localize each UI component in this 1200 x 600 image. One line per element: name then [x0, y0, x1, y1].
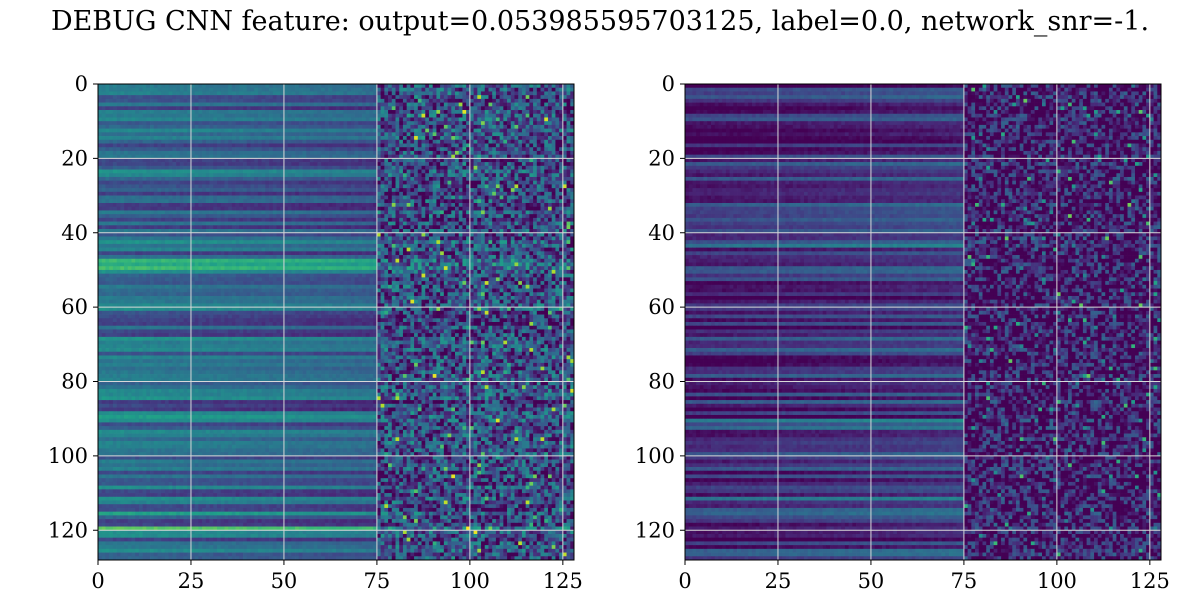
- y-tick-label: 20: [61, 146, 88, 170]
- x-tick-label: 25: [765, 569, 792, 593]
- heatmap-cells: [685, 84, 1161, 560]
- x-tick-label: 25: [178, 569, 205, 593]
- y-tick-label: 60: [648, 295, 675, 319]
- y-tick-label: 80: [61, 370, 88, 394]
- y-tick-label: 40: [61, 221, 88, 245]
- x-tick-label: 125: [543, 569, 583, 593]
- x-tick-label: 0: [91, 569, 104, 593]
- x-tick-label: 75: [951, 569, 978, 593]
- x-tick-label: 125: [1130, 569, 1170, 593]
- x-tick-label: 0: [678, 569, 691, 593]
- x-tick-label: 50: [858, 569, 885, 593]
- y-tick-label: 60: [61, 295, 88, 319]
- heatmap-panel-left: 0 25 50 75 100 125 0 20 40 60 80 100 120: [48, 72, 583, 593]
- y-tick-label: 100: [635, 444, 675, 468]
- y-tick-label: 0: [662, 72, 675, 96]
- y-tick-label: 80: [648, 370, 675, 394]
- heatmap-panel-right: 0 25 50 75 100 125 0 20 40 60 80 100 120: [635, 72, 1170, 593]
- y-tick-label: 100: [48, 444, 88, 468]
- y-tick-label: 20: [648, 146, 675, 170]
- y-tick-label: 120: [635, 518, 675, 542]
- y-tick-label: 120: [48, 518, 88, 542]
- x-tick-label: 100: [1037, 569, 1077, 593]
- x-tick-label: 75: [364, 569, 391, 593]
- y-tick-label: 0: [75, 72, 88, 96]
- heatmap-cells: [98, 84, 574, 560]
- y-tick-label: 40: [648, 221, 675, 245]
- x-tick-label: 100: [450, 569, 490, 593]
- x-tick-label: 50: [271, 569, 298, 593]
